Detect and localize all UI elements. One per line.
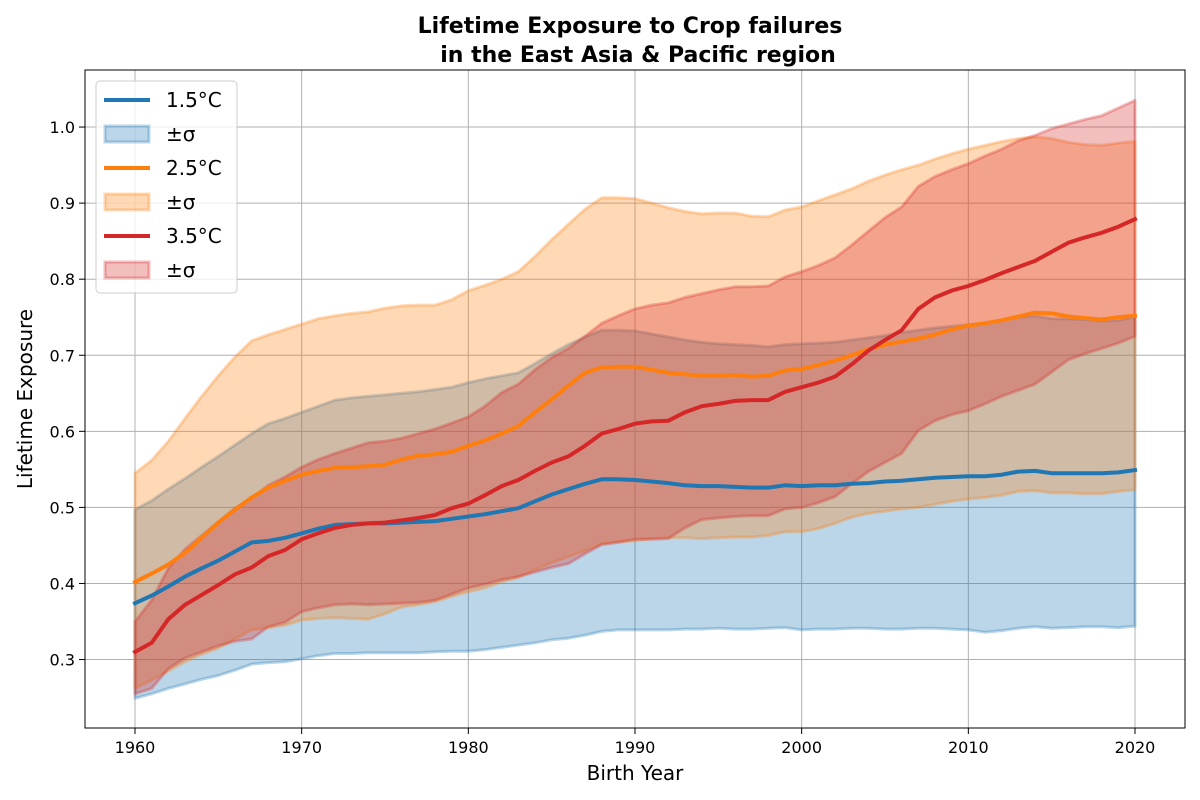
x-tick-label: 1960 xyxy=(115,738,156,757)
x-tick-label: 2010 xyxy=(948,738,989,757)
x-tick-label: 1990 xyxy=(615,738,656,757)
legend: 1.5°C ±σ 2.5°C ±σ 3.5°C ±σ xyxy=(95,80,238,294)
legend-label: 3.5°C xyxy=(166,224,222,248)
legend-label: 1.5°C xyxy=(166,88,222,112)
series-band-1 xyxy=(133,135,1137,690)
chart-title-line-1: Lifetime Exposure to Crop failures xyxy=(418,14,843,39)
x-axis-label: Birth Year xyxy=(587,761,684,785)
y-tick-label: 1.0 xyxy=(50,118,75,137)
y-axis: 0.3 0.4 0.5 0.6 0.7 0.8 0.9 1.0 xyxy=(50,118,85,670)
y-tick-label: 0.3 xyxy=(50,651,75,670)
chart-title-line-2: in the East Asia & Pacific region xyxy=(440,43,836,68)
legend-band-swatch xyxy=(103,260,151,280)
y-tick-label: 0.5 xyxy=(50,498,75,517)
series-line-2 xyxy=(132,216,1138,655)
bands xyxy=(133,98,1137,700)
legend-label: ±σ xyxy=(166,190,196,214)
legend-frame xyxy=(95,80,238,294)
series-band-2 xyxy=(133,98,1137,696)
series-line-1 xyxy=(132,310,1138,585)
x-tick-label: 1970 xyxy=(281,738,322,757)
y-tick-label: 0.7 xyxy=(50,346,75,365)
x-tick-label: 2020 xyxy=(1115,738,1156,757)
y-tick-label: 0.8 xyxy=(50,270,75,289)
y-axis-label: Lifetime Exposure xyxy=(13,309,37,489)
grid xyxy=(85,70,1185,728)
legend-label: ±σ xyxy=(166,122,196,146)
legend-band-swatch xyxy=(103,192,151,212)
x-tick-label: 2000 xyxy=(781,738,822,757)
legend-label: 2.5°C xyxy=(166,156,222,180)
legend-label: ±σ xyxy=(166,258,196,282)
x-tick-label: 1980 xyxy=(448,738,489,757)
y-tick-label: 0.4 xyxy=(50,574,75,593)
lines xyxy=(132,216,1138,655)
x-axis: 1960 1970 1980 1990 2000 2010 2020 xyxy=(115,728,1156,757)
series-line-0 xyxy=(132,467,1138,606)
y-tick-label: 0.9 xyxy=(50,194,75,213)
y-tick-label: 0.6 xyxy=(50,422,75,441)
series-band-0 xyxy=(133,314,1137,700)
legend-band-swatch xyxy=(103,124,151,144)
